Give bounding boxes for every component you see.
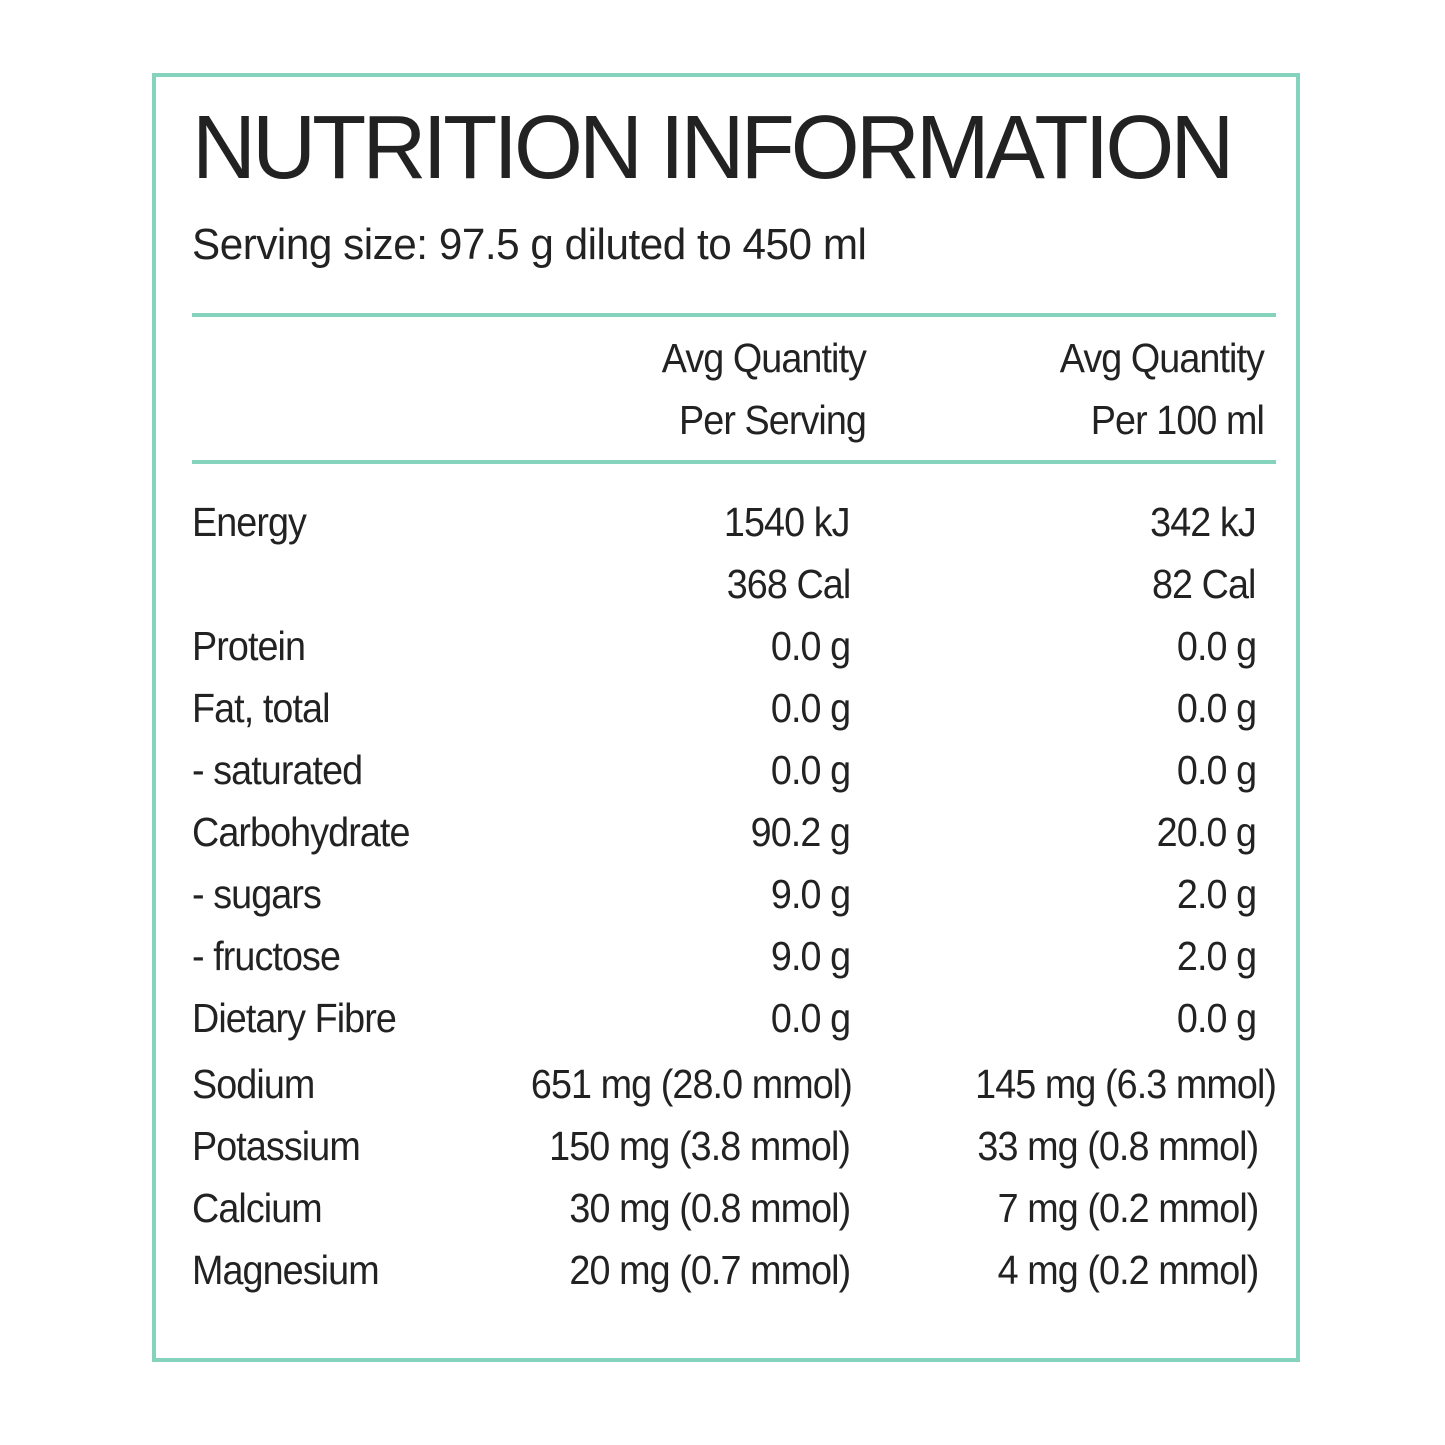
table-row-fructose: - fructose 9.0 g 2.0 g bbox=[192, 925, 1276, 987]
header-per-100ml: Avg Quantity Per 100 ml bbox=[1042, 327, 1265, 451]
per-serving-value: 9.0 g bbox=[770, 871, 851, 917]
divider-header bbox=[192, 460, 1276, 464]
table-row-fat-total: Fat, total 0.0 g 0.0 g bbox=[192, 677, 1276, 739]
table-row-sodium: Sodium 651 mg (28.0 mmol) 145 mg (6.3 mm… bbox=[192, 1053, 1277, 1115]
table-row-carbohydrate: Carbohydrate 90.2 g 20.0 g bbox=[192, 801, 1276, 863]
header-per-100ml-line2: Per 100 ml bbox=[1090, 397, 1265, 443]
per-100ml-value: 82 Cal bbox=[1152, 561, 1256, 607]
table-row-sugars: - sugars 9.0 g 2.0 g bbox=[192, 863, 1276, 925]
row-label: Energy bbox=[192, 499, 307, 545]
row-label: Fat, total bbox=[192, 685, 330, 731]
row-label: - fructose bbox=[192, 933, 341, 979]
per-100ml-value: 4 mg (0.2 mmol) bbox=[997, 1247, 1259, 1293]
row-label: Sodium bbox=[192, 1061, 315, 1107]
table-row-calcium: Calcium 30 mg (0.8 mmol) 7 mg (0.2 mmol) bbox=[192, 1177, 1276, 1239]
serving-size: Serving size: 97.5 g diluted to 450 ml bbox=[192, 220, 867, 269]
per-serving-value: 0.0 g bbox=[770, 995, 851, 1041]
row-label: Potassium bbox=[192, 1123, 361, 1169]
table-row-magnesium: Magnesium 20 mg (0.7 mmol) 4 mg (0.2 mmo… bbox=[192, 1239, 1276, 1301]
header-per-serving-line1: Avg Quantity bbox=[661, 335, 867, 381]
divider-top bbox=[192, 313, 1276, 317]
per-100ml-value: 145 mg (6.3 mmol) bbox=[975, 1061, 1277, 1107]
per-100ml-value: 0.0 g bbox=[1176, 747, 1257, 793]
row-label: Dietary Fibre bbox=[192, 995, 397, 1041]
per-100ml-value: 2.0 g bbox=[1176, 933, 1257, 979]
per-serving-value: 1540 kJ bbox=[724, 499, 851, 545]
table-row-energy-kj: Energy 1540 kJ 342 kJ bbox=[192, 491, 1276, 553]
per-100ml-value: 7 mg (0.2 mmol) bbox=[997, 1185, 1259, 1231]
per-100ml-value: 0.0 g bbox=[1176, 995, 1257, 1041]
table-row-potassium: Potassium 150 mg (3.8 mmol) 33 mg (0.8 m… bbox=[192, 1115, 1276, 1177]
per-serving-value: 9.0 g bbox=[770, 933, 851, 979]
row-label: - saturated bbox=[192, 747, 363, 793]
row-label: Calcium bbox=[192, 1185, 323, 1231]
header-per-serving: Avg Quantity Per Serving bbox=[644, 327, 867, 451]
row-label: Carbohydrate bbox=[192, 809, 410, 855]
per-100ml-value: 2.0 g bbox=[1176, 871, 1257, 917]
per-serving-value: 651 mg (28.0 mmol) bbox=[531, 1061, 853, 1107]
per-serving-value: 0.0 g bbox=[770, 685, 851, 731]
table-row-protein: Protein 0.0 g 0.0 g bbox=[192, 615, 1276, 677]
per-serving-value: 0.0 g bbox=[770, 747, 851, 793]
per-serving-value: 368 Cal bbox=[726, 561, 851, 607]
table-row-energy-cal: 368 Cal 82 Cal bbox=[192, 553, 1276, 615]
per-100ml-value: 33 mg (0.8 mmol) bbox=[977, 1123, 1259, 1169]
per-100ml-value: 0.0 g bbox=[1176, 685, 1257, 731]
per-serving-value: 20 mg (0.7 mmol) bbox=[569, 1247, 851, 1293]
table-row-dietary-fibre: Dietary Fibre 0.0 g 0.0 g bbox=[192, 987, 1276, 1049]
per-serving-value: 0.0 g bbox=[770, 623, 851, 669]
per-100ml-value: 342 kJ bbox=[1150, 499, 1257, 545]
per-serving-value: 90.2 g bbox=[750, 809, 851, 855]
header-per-serving-line2: Per Serving bbox=[679, 397, 867, 443]
row-label: Protein bbox=[192, 623, 306, 669]
table-row-saturated: - saturated 0.0 g 0.0 g bbox=[192, 739, 1276, 801]
nutrition-panel: NUTRITION INFORMATION Serving size: 97.5… bbox=[152, 73, 1300, 1362]
row-label: - sugars bbox=[192, 871, 322, 917]
per-serving-value: 30 mg (0.8 mmol) bbox=[569, 1185, 851, 1231]
row-label: Magnesium bbox=[192, 1247, 380, 1293]
per-100ml-value: 20.0 g bbox=[1156, 809, 1257, 855]
header-per-100ml-line1: Avg Quantity bbox=[1059, 335, 1265, 381]
per-100ml-value: 0.0 g bbox=[1176, 623, 1257, 669]
panel-title: NUTRITION INFORMATION bbox=[192, 98, 1234, 198]
per-serving-value: 150 mg (3.8 mmol) bbox=[549, 1123, 851, 1169]
